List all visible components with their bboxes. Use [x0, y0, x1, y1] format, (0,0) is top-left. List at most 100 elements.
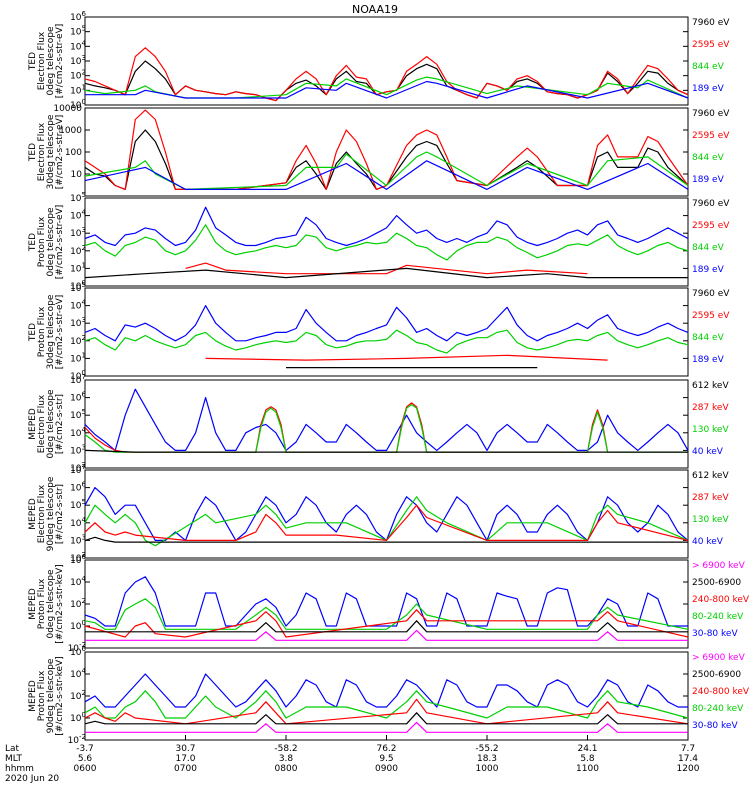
- y-tick-label: 104: [70, 667, 86, 680]
- y-tick-label: 106: [70, 553, 86, 566]
- series-line: [84, 496, 689, 547]
- y-tick-label: 102: [70, 597, 86, 610]
- legend-entry: 80-240 keV: [692, 612, 744, 622]
- series-line: [84, 160, 689, 190]
- y-axis-label-line: TED: [28, 233, 38, 252]
- y-tick-label: 10: [71, 170, 83, 180]
- legend-entry: 7960 eV: [692, 109, 730, 119]
- legend-entry: > 6900 keV: [692, 561, 746, 571]
- legend-entry: 130 keV: [692, 425, 729, 435]
- y-tick-label: 105: [70, 408, 86, 421]
- x-tick-hhmm: 0700: [174, 764, 197, 774]
- y-tick-label: 104: [70, 299, 86, 312]
- series-line: [84, 224, 689, 261]
- y-tick-label: 102: [70, 334, 86, 347]
- x-tick-hhmm: 1200: [677, 764, 700, 774]
- x-row-label: MLT: [5, 754, 23, 764]
- legend-entry: 240-800 keV: [692, 595, 750, 605]
- x-tick-hhmm: 0600: [74, 764, 97, 774]
- series-line: [84, 305, 689, 342]
- series-line: [84, 329, 689, 354]
- y-axis-label-line: Proton Flux: [37, 578, 47, 629]
- series-line: [84, 536, 688, 543]
- x-tick-hhmm: 0800: [275, 764, 298, 774]
- y-axis-label-line: TED: [28, 143, 38, 162]
- series-line: [85, 620, 688, 633]
- y-tick-label: 102: [70, 551, 86, 564]
- y-tick-label: 102: [70, 69, 86, 82]
- panel-4: 100 101 102 103 104 105 TED Proton Flux 30deg te…: [28, 281, 730, 382]
- y-axis-label-line: Proton Flux: [37, 216, 47, 267]
- legend-entry: 7960 eV: [692, 18, 730, 28]
- y-tick-label: 100: [70, 98, 86, 111]
- y-tick-label: 106: [70, 391, 86, 404]
- panel-5: 102 103 104 105 106 107 MEPED Electron Flux 0deg…: [28, 373, 729, 474]
- y-tick-label: 103: [70, 316, 86, 329]
- series-line: [84, 698, 689, 725]
- panel-frame: [84, 469, 689, 559]
- x-tick-mlt: 18.3: [477, 754, 497, 764]
- panel-2: 10 100 1000 10000 TED Electron Flux 30deg tele…: [28, 104, 730, 197]
- y-axis-label-line: 90deg telescope: [46, 476, 56, 551]
- legend-entry: 240-800 keV: [692, 687, 750, 697]
- panel-frame: [84, 197, 689, 287]
- series-line: [84, 109, 689, 190]
- x-tick-hhmm: 1100: [576, 764, 599, 774]
- y-axis-label-line: TED: [28, 52, 38, 71]
- y-tick-label: 101: [70, 351, 86, 364]
- series-line: [84, 609, 689, 638]
- date-label: 2020 Jun 20: [5, 774, 59, 784]
- y-tick-label: 100: [70, 619, 86, 632]
- y-tick-label: 104: [70, 209, 86, 222]
- series-line: [84, 206, 689, 247]
- y-tick-label: 105: [70, 191, 86, 204]
- y-tick-label: 10000: [53, 104, 82, 114]
- series-line: [85, 721, 688, 733]
- y-axis-label-line: [#/cm2-s-str-keV]: [55, 564, 65, 643]
- y-tick-label: 105: [70, 281, 86, 294]
- legend-entry: 2595 eV: [692, 221, 730, 231]
- y-tick-label: 101: [70, 261, 86, 274]
- legend-entry: 40 keV: [692, 537, 724, 547]
- y-axis-label-line: 0deg telescope: [46, 389, 56, 459]
- x-tick-lat: 76.2: [376, 744, 396, 754]
- y-axis-label-line: [#/cm2-s-str-eV]: [55, 115, 65, 190]
- y-axis-label-line: 0deg telescope: [46, 26, 56, 96]
- x-tick-hhmm: 0900: [375, 764, 398, 774]
- y-tick-label: 104: [70, 426, 86, 439]
- y-tick-label: 102: [70, 244, 86, 257]
- y-tick-label: 103: [70, 533, 86, 546]
- y-tick-label: 101: [70, 83, 86, 96]
- series-line: [205, 354, 608, 361]
- y-tick-label: 106: [70, 645, 86, 658]
- series-line: [84, 267, 688, 279]
- legend-entry: 612 keV: [692, 471, 729, 481]
- y-axis-label-line: Electron Flux: [37, 31, 47, 90]
- y-tick-label: 104: [70, 39, 86, 52]
- y-axis-label-line: MEPED: [28, 498, 38, 530]
- legend-entry: 189 eV: [692, 84, 725, 94]
- legend-entry: 189 eV: [692, 265, 725, 275]
- x-tick-mlt: 3.8: [279, 754, 294, 764]
- x-tick-lat: -55.2: [475, 744, 498, 754]
- x-tick-mlt: 5.8: [580, 754, 595, 764]
- y-tick-label: 100: [65, 148, 82, 158]
- x-tick-lat: -58.2: [274, 744, 297, 754]
- y-axis-label-line: 30deg telescope: [46, 114, 56, 189]
- series-line: [84, 76, 689, 99]
- y-tick-label: 10-2: [68, 641, 86, 654]
- y-axis-label-line: Electron Flux: [37, 122, 47, 181]
- legend-entry: > 6900 keV: [692, 653, 746, 663]
- y-tick-label: 102: [70, 461, 86, 474]
- y-axis-label-line: MEPED: [28, 408, 38, 440]
- series-line: [84, 504, 689, 542]
- series-line: [84, 598, 689, 630]
- y-axis-label-line: Electron Flux: [37, 484, 47, 543]
- figure-title: NOAA19: [352, 3, 398, 16]
- legend-entry: 40 keV: [692, 447, 724, 457]
- y-axis-label-line: TED: [28, 323, 38, 342]
- series-line: [85, 629, 688, 641]
- y-tick-label: 107: [70, 373, 86, 386]
- y-tick-label: 1000: [59, 126, 82, 136]
